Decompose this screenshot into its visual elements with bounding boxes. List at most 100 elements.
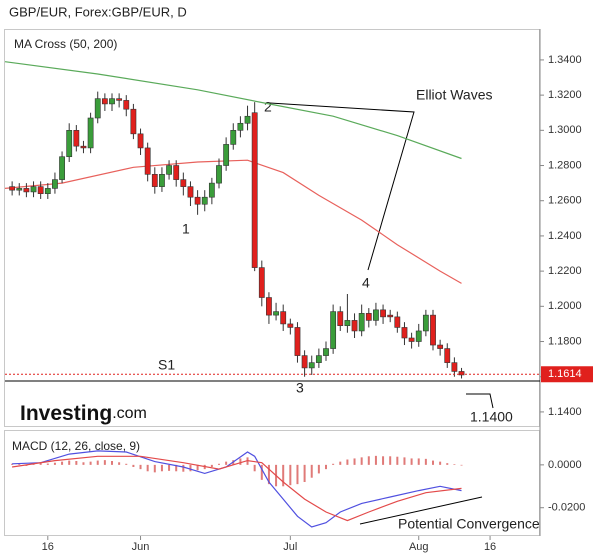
histogram-bar [189, 464, 192, 472]
candle-body [109, 98, 115, 105]
histogram-bar [303, 464, 306, 482]
y-tick-label: 1.3000 [548, 124, 582, 136]
histogram-bar [439, 461, 442, 465]
histogram-bar [75, 461, 78, 465]
candle-body [394, 316, 401, 328]
candle-body [430, 314, 436, 346]
histogram-bar [424, 458, 427, 465]
candle-body [301, 355, 308, 369]
wave-label: 1 [182, 221, 190, 237]
y-tick-label: 1.3200 [548, 89, 582, 101]
histogram-bar [460, 464, 463, 466]
histogram-bar [39, 462, 42, 465]
wave-label: 4 [362, 275, 370, 291]
y-tick-label: 1.2400 [548, 230, 582, 242]
candle-body [351, 320, 358, 332]
histogram-bar [446, 463, 449, 465]
histogram-bar [253, 464, 256, 472]
candle-body [94, 98, 101, 119]
histogram-bar [68, 460, 71, 465]
histogram-bar [168, 464, 171, 471]
histogram-bar [139, 464, 142, 470]
histogram-bar [282, 464, 285, 487]
candle-body [223, 144, 230, 166]
candle-body [408, 337, 415, 342]
histogram-bar [325, 464, 327, 470]
candle-body [151, 174, 158, 187]
candle-body [44, 188, 51, 194]
support-label: S1 [158, 357, 175, 373]
histogram-bar [360, 457, 363, 465]
candle-body [451, 362, 458, 372]
histogram-bar [111, 461, 113, 465]
wave-label: 2 [264, 99, 272, 115]
candle-body [159, 174, 165, 187]
histogram-bar [432, 460, 434, 465]
candle-body [130, 108, 137, 135]
candle-body [80, 145, 87, 149]
macd-line [12, 455, 462, 522]
candle-body [144, 147, 151, 175]
histogram-bar [125, 463, 128, 465]
candle-body [308, 362, 315, 369]
histogram-bar [89, 461, 92, 465]
candle-body [37, 186, 44, 194]
candle-body [258, 267, 265, 298]
candle-body [123, 100, 130, 110]
last-price-tag [541, 366, 593, 383]
candle-body [101, 98, 108, 105]
candle-body [273, 311, 279, 316]
histogram-bar [103, 460, 106, 465]
candle-body [66, 130, 73, 158]
candle-body [116, 98, 123, 101]
histogram-bar [132, 464, 135, 467]
histogram-bar [46, 463, 49, 465]
histogram-bar [225, 461, 228, 465]
candle-body [365, 313, 372, 321]
y-tick-label: -0.0200 [548, 502, 585, 514]
target-label: 1.1400 [470, 409, 513, 425]
candle-body [16, 188, 23, 191]
histogram-bar [210, 464, 213, 467]
candle-body [244, 115, 251, 124]
histogram-bar [260, 464, 263, 480]
histogram-bar [239, 458, 242, 465]
candle-body [344, 320, 351, 326]
candle-body [373, 309, 379, 321]
histogram-bar [160, 464, 163, 472]
candle-body [173, 165, 180, 180]
annotation: Potential Convergence [398, 516, 540, 532]
watermark: Investing.com [20, 402, 147, 425]
chart-title: GBP/EUR, Forex:GBP/EUR, D [9, 4, 187, 19]
candle-body [137, 133, 144, 149]
watermark-part: .com [112, 405, 147, 422]
candle-body [73, 130, 80, 147]
ma-line [4, 61, 462, 160]
histogram-bar [332, 463, 335, 465]
candle-body [401, 327, 408, 339]
candle-body [358, 313, 365, 332]
y-tick-label: 0.0000 [548, 459, 582, 471]
histogram-bar [346, 459, 349, 465]
histogram-bar [396, 456, 399, 465]
y-tick-label: 1.1800 [548, 335, 582, 347]
candle-body [9, 186, 16, 191]
histogram-bar [82, 462, 85, 465]
histogram-bar [153, 464, 156, 473]
x-tick-label: Jul [283, 541, 297, 553]
histogram-bar [417, 458, 420, 465]
candle-body [208, 182, 215, 198]
candle-body [330, 311, 337, 349]
histogram-bar [146, 464, 149, 472]
histogram-bar [61, 461, 64, 465]
candle-body [415, 330, 422, 342]
histogram-bar [367, 456, 370, 465]
histogram-bar [317, 464, 320, 474]
macd-title: MACD (12, 26, close, 9) [12, 439, 140, 453]
candle-body [294, 327, 301, 356]
ma-line [4, 159, 462, 284]
candle-body [266, 297, 272, 316]
candle-body [287, 323, 294, 328]
macd-line [12, 450, 462, 528]
histogram-bar [410, 458, 413, 465]
